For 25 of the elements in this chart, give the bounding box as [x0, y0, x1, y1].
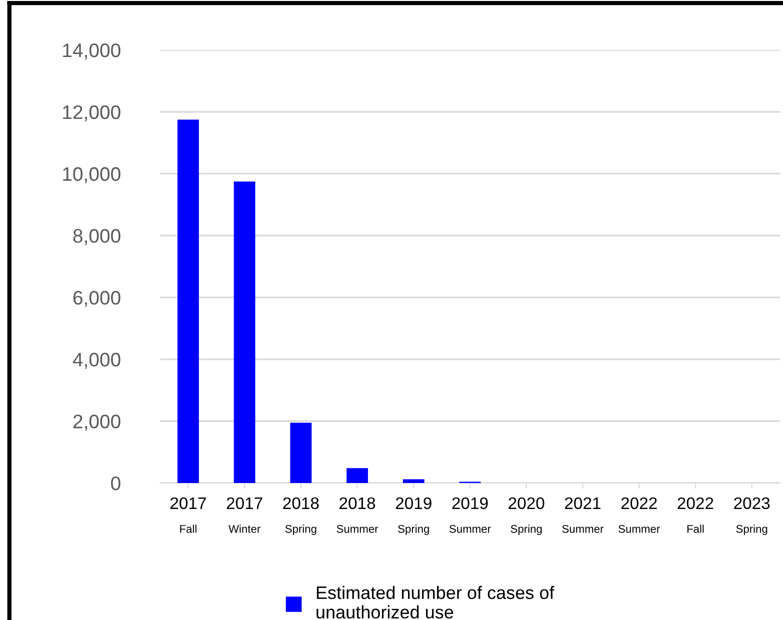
category-label: 2023 Spring — [734, 497, 770, 536]
y-tick-label: 6,000 — [73, 290, 120, 307]
category-label: 2022 Summer — [618, 497, 660, 533]
bar — [177, 120, 199, 483]
y-tick-label: 12,000 — [63, 105, 120, 122]
legend-label: Estimated number of cases of unauthorized use — [316, 586, 554, 619]
category-label: 2019 Summer — [450, 497, 491, 533]
y-tick-label: 8,000 — [73, 229, 120, 246]
category-label: 2017 Fall — [170, 497, 206, 533]
y-tick-label: 0 — [111, 476, 120, 490]
category-label: 2022 Fall — [678, 497, 714, 533]
y-tick-label: 2,000 — [73, 414, 120, 431]
y-tick-label: 10,000 — [63, 167, 120, 184]
category-label: 2021 Summer — [562, 497, 604, 533]
category-label: 2020 Spring — [508, 497, 544, 536]
bar — [402, 479, 424, 483]
category-label: 2018 Summer — [336, 497, 378, 533]
bar — [290, 422, 312, 483]
y-tick-label: 4,000 — [72, 352, 120, 369]
category-label: 2019 Spring — [396, 497, 432, 536]
category-label: 2017 Winter — [226, 497, 262, 533]
y-tick-label: 14,000 — [63, 43, 120, 60]
bar — [346, 468, 368, 483]
category-label: 2018 Spring — [283, 497, 319, 536]
bar — [234, 181, 256, 483]
